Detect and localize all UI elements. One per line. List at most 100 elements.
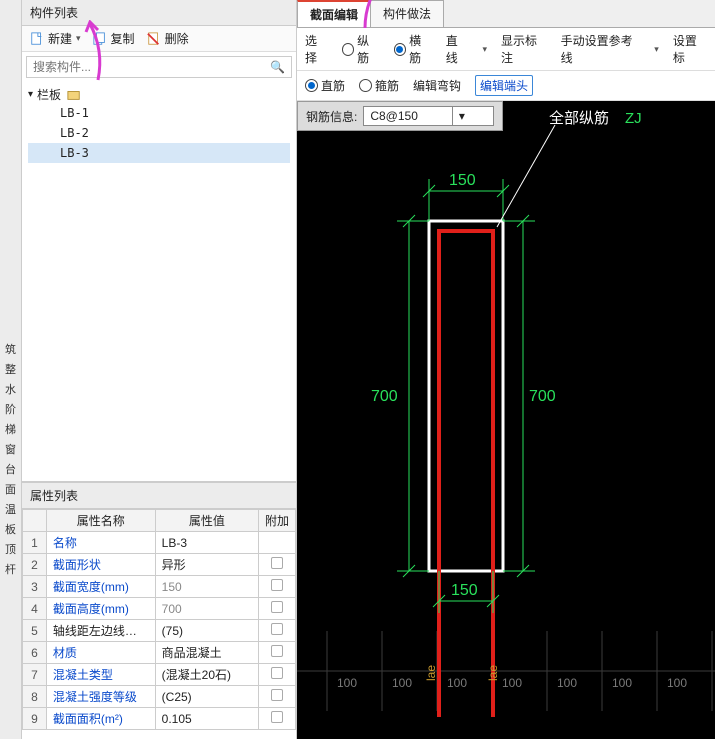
strip-item[interactable]: 温 (0, 500, 21, 520)
show-dim-button[interactable]: 显示标注 (501, 32, 547, 66)
rebar-info-label: 钢筋信息: (306, 108, 357, 125)
props-row[interactable]: 4截面高度(mm)700 (23, 598, 296, 620)
prop-value[interactable]: 700 (155, 598, 258, 620)
prop-name: 名称 (46, 532, 155, 554)
row-index: 2 (23, 554, 47, 576)
props-row[interactable]: 8混凝土强度等级(C25) (23, 686, 296, 708)
prop-value[interactable]: (C25) (155, 686, 258, 708)
dropdown-icon: ▾ (76, 33, 81, 44)
svg-text:100: 100 (557, 676, 577, 690)
strip-item[interactable]: 窗 (0, 440, 21, 460)
rebar-info-combo[interactable]: C8@150 ▾ (363, 106, 494, 126)
props-row[interactable]: 3截面宽度(mm)150 (23, 576, 296, 598)
strip-item[interactable]: 整 (0, 360, 21, 380)
options-row-1: 选择 纵筋 横筋 直线▾ 显示标注 手动设置参考线▾ 设置标 (297, 28, 715, 71)
new-label: 新建 (48, 30, 72, 47)
row-index: 6 (23, 642, 47, 664)
component-toolbar: 新建 ▾ 复制 删除 (22, 26, 296, 52)
new-icon (30, 32, 44, 46)
expand-icon[interactable]: ▾ (28, 89, 33, 100)
prop-extra[interactable] (258, 620, 295, 642)
strip-item[interactable]: 梯 (0, 420, 21, 440)
tab-section-edit[interactable]: 截面编辑 (297, 0, 371, 27)
lae-right: lae (486, 665, 500, 681)
strip-item[interactable]: 板 (0, 520, 21, 540)
dropdown-icon[interactable]: ▾ (452, 107, 493, 125)
set-dim-button[interactable]: 设置标 (673, 32, 707, 66)
strip-item[interactable]: 台 (0, 460, 21, 480)
tree-item-lb3[interactable]: LB-3 (28, 143, 290, 163)
prop-value[interactable]: LB-3 (155, 532, 258, 554)
edit-hook-button[interactable]: 编辑弯钩 (413, 77, 461, 94)
line-button[interactable]: 直线 (446, 32, 469, 66)
prop-extra[interactable] (258, 708, 295, 730)
prop-extra[interactable] (258, 554, 295, 576)
delete-label: 删除 (165, 30, 189, 47)
col-extra: 附加 (258, 510, 295, 532)
search-input[interactable] (27, 57, 264, 77)
prop-extra[interactable] (258, 686, 295, 708)
prop-name: 材质 (46, 642, 155, 664)
props-row[interactable]: 6材质商品混凝土 (23, 642, 296, 664)
prop-value[interactable]: 商品混凝土 (155, 642, 258, 664)
prop-value[interactable]: 0.105 (155, 708, 258, 730)
tree-item-lb2[interactable]: LB-2 (28, 123, 290, 143)
strip-item[interactable]: 杆 (0, 560, 21, 580)
props-row[interactable]: 9截面面积(m²)0.105 (23, 708, 296, 730)
props-table: 属性名称 属性值 附加 1名称LB-32截面形状异形3截面宽度(mm)1504截… (22, 509, 296, 730)
search-box[interactable]: 🔍 (26, 56, 292, 78)
props-row[interactable]: 2截面形状异形 (23, 554, 296, 576)
section-canvas[interactable]: 钢筋信息: C8@150 ▾ (297, 101, 715, 739)
row-index: 8 (23, 686, 47, 708)
prop-extra[interactable] (258, 532, 295, 554)
prop-value[interactable]: (75) (155, 620, 258, 642)
delete-icon (147, 32, 161, 46)
dim-bottom: 150 (451, 582, 478, 599)
row-index: 5 (23, 620, 47, 642)
strip-item[interactable]: 水 (0, 380, 21, 400)
props-row[interactable]: 7混凝土类型(混凝土20石) (23, 664, 296, 686)
manual-ref-button[interactable]: 手动设置参考线 (561, 32, 641, 66)
props-table-container: 属性名称 属性值 附加 1名称LB-32截面形状异形3截面宽度(mm)1504截… (22, 509, 296, 739)
props-title: 属性列表 (22, 482, 296, 509)
radio-gujin[interactable]: 箍筋 (359, 77, 399, 94)
radio-zhijin[interactable]: 直筋 (305, 77, 345, 94)
props-row[interactable]: 1名称LB-3 (23, 532, 296, 554)
svg-text:100: 100 (667, 676, 687, 690)
copy-label: 复制 (111, 30, 135, 47)
copy-icon (93, 32, 107, 46)
prop-extra[interactable] (258, 598, 295, 620)
strip-item[interactable]: 顶 (0, 540, 21, 560)
radio-zongjin[interactable]: 纵筋 (342, 32, 380, 66)
tree-root[interactable]: ▾ 栏板 (28, 86, 290, 103)
copy-button[interactable]: 复制 (93, 30, 135, 47)
strip-item[interactable]: 筑 (0, 340, 21, 360)
dim-left: 700 (371, 388, 398, 405)
search-icon[interactable]: 🔍 (264, 60, 291, 74)
prop-extra[interactable] (258, 642, 295, 664)
row-index: 4 (23, 598, 47, 620)
component-list-title: 构件列表 (22, 0, 296, 26)
category-strip: 筑 整 水 阶 梯 窗 台 面 温 板 顶 杆 (0, 0, 22, 739)
prop-value[interactable]: 150 (155, 576, 258, 598)
new-button[interactable]: 新建 ▾ (30, 30, 81, 47)
prop-value[interactable]: (混凝土20石) (155, 664, 258, 686)
legend-label: 全部纵筋 (549, 109, 609, 127)
tree-item-lb1[interactable]: LB-1 (28, 103, 290, 123)
prop-name: 截面宽度(mm) (46, 576, 155, 598)
strip-item[interactable]: 阶 (0, 400, 21, 420)
tab-component-method[interactable]: 构件做法 (370, 0, 444, 27)
dim-top: 150 (449, 172, 476, 189)
delete-button[interactable]: 删除 (147, 30, 189, 47)
radio-hengjin[interactable]: 横筋 (394, 32, 432, 66)
row-index: 9 (23, 708, 47, 730)
prop-name: 混凝土类型 (46, 664, 155, 686)
edit-end-button[interactable]: 编辑端头 (475, 75, 533, 96)
options-row-2: 直筋 箍筋 编辑弯钩 编辑端头 (297, 71, 715, 101)
strip-item[interactable]: 面 (0, 480, 21, 500)
select-label[interactable]: 选择 (305, 32, 328, 66)
prop-value[interactable]: 异形 (155, 554, 258, 576)
prop-extra[interactable] (258, 576, 295, 598)
props-row[interactable]: 5轴线距左边线…(75) (23, 620, 296, 642)
prop-extra[interactable] (258, 664, 295, 686)
